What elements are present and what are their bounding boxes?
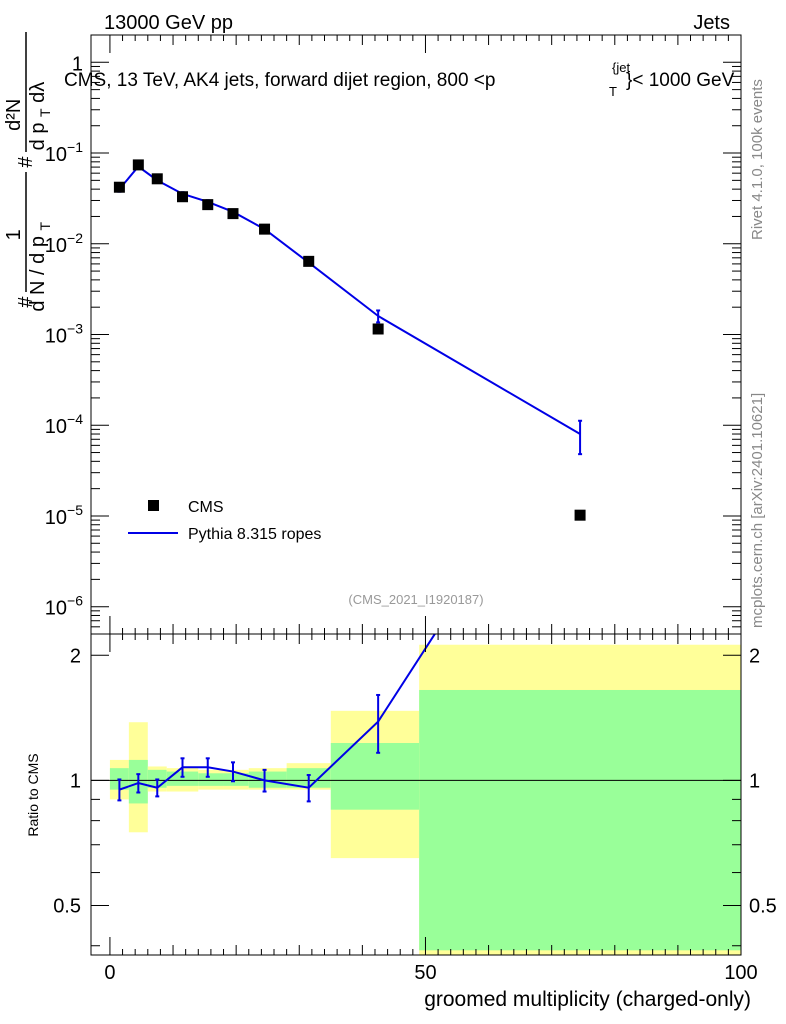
band-inner-6: [248, 771, 287, 788]
ratio-bands: [109, 644, 741, 955]
ratio-y-tick-label: 1: [70, 770, 81, 792]
plot-title-sup: {jet: [612, 60, 630, 75]
mcplots-label: mcplots.cern.ch [arXiv:2401.10621]: [749, 393, 766, 628]
plot-title: CMS, 13 TeV, AK4 jets, forward dijet reg…: [64, 70, 495, 91]
y-axis-label-ratio: Ratio to CMS: [25, 753, 41, 836]
x-tick-label: 100: [724, 962, 757, 984]
ylabel-main-text: 1 d N / d p T d²N d p T dλ: [3, 82, 55, 312]
svg-text:#: #: [15, 156, 37, 168]
x-axis-label: groomed multiplicity (charged-only): [424, 988, 751, 1011]
plot-title-sub: T: [609, 84, 617, 99]
ratio-y-tick-label-right: 2: [749, 645, 760, 667]
rivet-label: Rivet 4.1.0, 100k events: [749, 79, 766, 240]
main-panel: 10−6 10−5 10−4 10−3 10−2 10−1 1: [45, 34, 742, 635]
mc-line: [118, 165, 581, 435]
svg-text:#: #: [15, 296, 37, 308]
y-tick-label: 10−1: [45, 139, 83, 166]
data-point-1: [132, 159, 144, 171]
legend: CMS Pythia 8.315 ropes: [128, 499, 321, 543]
data-point-6: [259, 223, 271, 235]
band-inner-4: [198, 773, 224, 786]
ratio-frame: [90, 633, 742, 956]
ratio-y-tick-label-right: 0.5: [749, 895, 777, 917]
legend-mc-label: Pythia 8.315 ropes: [188, 526, 321, 543]
y-tick-label: 10−6: [45, 593, 83, 620]
ratio-y-tick-label: 0.5: [53, 895, 81, 917]
ratio-y-tick-label: 2: [70, 645, 81, 667]
band-inner-5: [223, 773, 249, 786]
legend-data-marker: [148, 500, 159, 511]
x-tick-label: 0: [104, 962, 115, 984]
ratio-mc-line: [119, 634, 437, 791]
plot-title-tail: }< 1000 GeV: [626, 70, 735, 91]
analysis-id: (CMS_2021_I1920187): [348, 592, 483, 607]
data-point-2: [151, 173, 163, 185]
data-point-3: [177, 191, 189, 203]
y-tick-label: 10−2: [45, 230, 83, 257]
y-tick-label: 10−3: [45, 321, 83, 348]
band-inner-9: [419, 689, 741, 951]
header-right: Jets: [693, 12, 730, 34]
y-tick-label: 10−5: [45, 502, 83, 529]
data-point-0: [113, 181, 125, 193]
y-tick-label: 10−4: [45, 411, 83, 438]
main-frame: [90, 34, 742, 635]
ratio-panel: 0 50 100 0.5 0.5 1 1 2 2: [53, 633, 777, 984]
ratio-y-tick-label-right: 1: [749, 770, 760, 792]
y-tick-label: 1: [72, 53, 83, 75]
plot-title-main: CMS, 13 TeV, AK4 jets, forward dijet reg…: [64, 70, 495, 91]
header-left: 13000 GeV pp: [104, 12, 233, 34]
data-point-4: [202, 199, 214, 211]
data-point-9: [574, 509, 586, 521]
y-axis-label-main: 1 d N / d p T d²N d p T dλ # #: [3, 32, 55, 312]
data-point-7: [303, 255, 315, 267]
legend-data-label: CMS: [188, 499, 224, 516]
band-inner-3: [166, 771, 199, 786]
x-tick-label: 50: [414, 962, 436, 984]
band-inner-8: [330, 742, 420, 810]
data-point-8: [372, 323, 384, 335]
data-point-5: [227, 208, 239, 220]
